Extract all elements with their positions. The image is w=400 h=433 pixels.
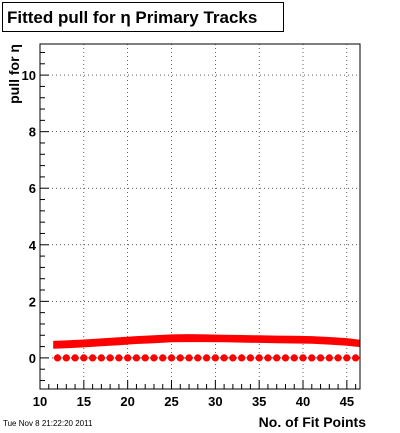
data-point [62, 354, 70, 362]
y-tick-label: 4 [29, 238, 37, 253]
data-points [53, 354, 360, 362]
data-point [176, 354, 184, 362]
y-tick-label: 0 [29, 351, 36, 366]
data-point [80, 354, 88, 362]
x-tick-label: 20 [120, 394, 134, 409]
data-point [132, 354, 141, 362]
y-tick-label: 10 [22, 68, 36, 83]
data-point [281, 354, 290, 362]
tick-labels: 10 15 20 25 30 35 40 45 0 2 4 6 8 10 [22, 68, 355, 409]
y-tick-label: 2 [29, 294, 36, 309]
grid-lines [39, 44, 360, 389]
band-layer [53, 334, 360, 349]
x-tick-label: 10 [33, 394, 47, 409]
y-tick-label: 6 [29, 181, 36, 196]
data-point [115, 354, 123, 362]
data-point [150, 354, 158, 362]
x-tick-label: 45 [340, 394, 354, 409]
data-point [343, 354, 351, 362]
x-tick-label: 35 [252, 394, 266, 409]
chart-title: Fitted pull for η Primary Tracks [2, 2, 284, 32]
data-point [71, 354, 79, 362]
data-point [229, 354, 237, 362]
x-tick-label: 15 [77, 394, 91, 409]
data-point [97, 354, 105, 362]
data-point [89, 354, 97, 362]
x-tick-label: 30 [208, 394, 222, 409]
x-tick-label: 40 [296, 394, 310, 409]
data-point [246, 354, 255, 362]
data-point [106, 354, 114, 362]
data-point [202, 354, 211, 362]
data-point [352, 354, 360, 362]
data-point [290, 354, 298, 362]
data-point [194, 354, 202, 362]
y-axis-title: pull for η [6, 44, 22, 104]
data-point [325, 354, 333, 362]
data-point [185, 354, 193, 362]
data-point [220, 354, 228, 362]
data-point [124, 354, 132, 362]
x-tick-label: 25 [164, 394, 178, 409]
data-point [299, 354, 307, 362]
data-point [264, 354, 272, 362]
plot-frame [39, 43, 361, 390]
data-point [211, 354, 219, 362]
data-point [273, 354, 281, 362]
timestamp: Tue Nov 8 21:22:20 2011 [3, 419, 93, 428]
axis-ticks [39, 51, 357, 389]
data-point [159, 354, 167, 362]
data-point [316, 354, 325, 362]
data-point [141, 354, 149, 362]
data-point [308, 354, 316, 362]
fit-band [53, 334, 360, 349]
data-point [255, 354, 263, 362]
x-axis-title: No. of Fit Points [259, 414, 367, 430]
data-point [53, 354, 62, 362]
data-point [334, 354, 342, 362]
data-point [238, 354, 246, 362]
data-point [167, 354, 176, 362]
y-tick-label: 8 [29, 125, 36, 140]
